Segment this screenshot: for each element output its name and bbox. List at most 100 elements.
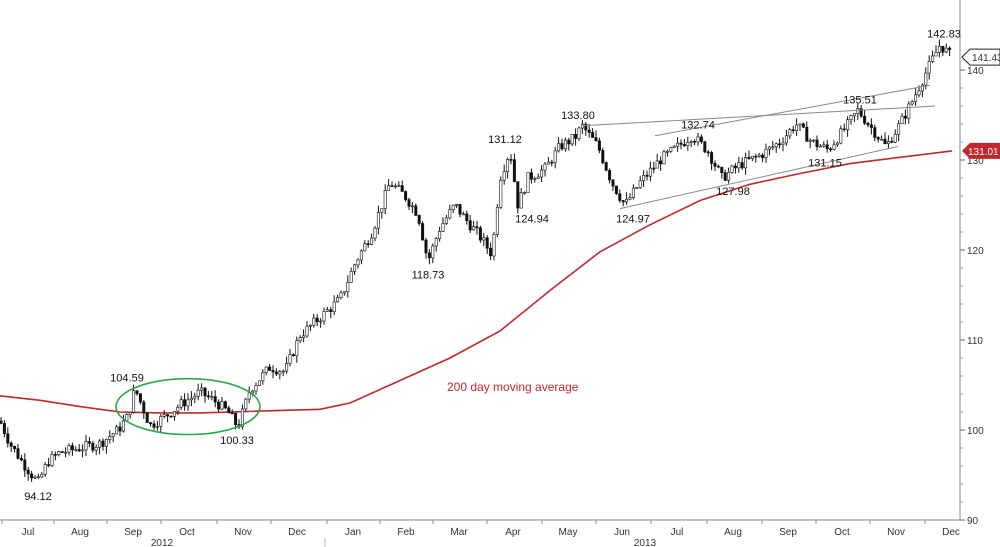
y-tick-label: 120 [967,246,984,257]
candle-body [387,185,391,191]
value-annotation: 94.12 [24,491,52,503]
candle-body [390,185,394,187]
candle-body [6,433,10,444]
candle-body [642,175,646,182]
candle-body [937,45,941,53]
candle-body [485,237,489,249]
candle-body [866,122,870,126]
candle-body [376,212,380,229]
candle-body [540,169,544,178]
candle-body [805,126,809,142]
candle-body [699,136,703,142]
candle-body [47,464,51,466]
candle-body [77,449,81,452]
candle-body [142,401,146,414]
candle-body [614,185,618,194]
candle-body [672,145,676,148]
candle-body [652,167,656,170]
candle-body [271,370,275,373]
candle-body [529,172,533,180]
candle-body [920,84,924,92]
candle-body [863,115,867,124]
candle-body [251,390,255,394]
candle-body [444,217,448,224]
candle-body [597,140,601,151]
candle-body [737,162,741,169]
candle-body [659,160,663,165]
candle-body [172,410,176,417]
candle-body [176,406,180,412]
month-label: Sep [779,527,797,538]
candle-body [325,309,329,312]
candle-body [934,52,938,57]
candle-body [196,389,200,397]
candle-body [0,420,3,424]
candle-body [492,234,496,257]
value-annotation: 135.51 [843,94,877,106]
candle-body [533,178,537,180]
candle-body [818,145,822,148]
candle-body [336,297,340,303]
candle-body [234,413,238,425]
candle-body [319,320,323,323]
candle-body [883,138,887,144]
candle-body [710,152,714,164]
candle-body [183,399,187,407]
candle-body [13,445,17,449]
candle-body [370,237,374,245]
candle-body [115,426,119,435]
month-label: Sep [124,527,142,538]
candle-body [686,142,690,147]
last-price-label: 141.43 [972,53,1000,64]
candle-body [754,155,758,158]
candle-body [128,411,132,415]
candle-body [774,143,778,148]
candle-body [261,372,265,382]
candle-body [584,123,588,131]
candle-body [815,139,819,147]
candle-body [203,387,207,397]
candle-body [30,473,34,479]
candle-body [36,476,40,479]
candle-body [519,192,523,209]
candle-body [193,396,197,399]
candle-body [706,151,710,154]
candle-body [162,414,166,417]
candle-body [506,159,510,172]
y-tick-label: 100 [967,426,984,437]
candle-body [227,407,231,414]
candle-body [135,390,139,395]
candle-body [890,141,894,143]
year-label: 2012 [151,538,174,547]
candle-body [393,185,397,188]
candle-body [557,143,561,152]
month-label: Aug [724,527,742,538]
candle-body [475,226,479,229]
candle-body [516,181,520,209]
candle-body [43,464,47,475]
candle-body [648,167,652,177]
candle-body [764,148,768,158]
candle-body [400,185,404,192]
candle-body [788,129,792,137]
candle-body [366,243,370,245]
month-label: May [559,527,578,538]
candle-body [291,354,295,357]
candle-body [104,438,108,447]
candle-body [907,103,911,119]
candle-body [655,160,659,169]
trendlines [581,84,936,210]
candle-body [373,227,377,239]
candle-body [903,115,907,119]
trendline [581,105,936,127]
month-label: Aug [71,527,89,538]
candle-body [512,159,516,182]
candle-body [414,205,418,216]
candle-body [489,247,493,257]
month-label: Jun [614,527,630,538]
candle-body [223,401,227,409]
candle-body [645,175,649,177]
candle-body [761,154,765,158]
candle-body [502,171,506,181]
candle-body [441,223,445,232]
